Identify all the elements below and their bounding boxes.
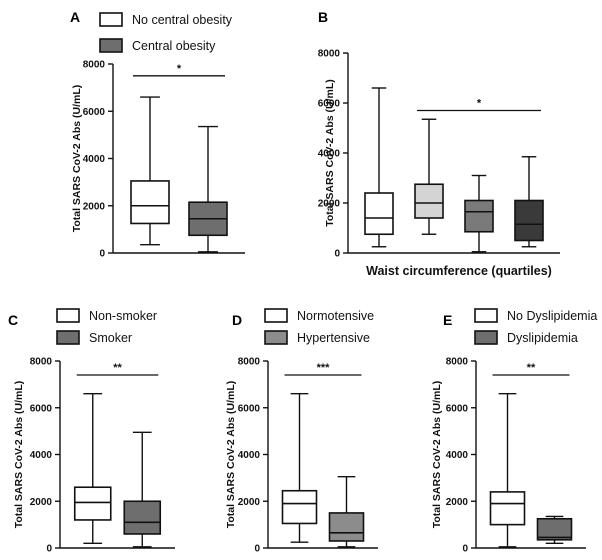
iqr-box	[73, 486, 112, 521]
panel-letter: C	[8, 312, 18, 328]
y-tick-label: 2000	[238, 497, 261, 508]
y-tick-label: 4000	[238, 450, 261, 461]
box-3	[464, 174, 494, 253]
y-tick-label: 8000	[238, 357, 261, 368]
legend-swatch	[474, 308, 498, 323]
iqr-box	[464, 199, 494, 233]
box-2	[536, 515, 573, 545]
box-1	[130, 96, 170, 246]
legend-label: No central obesity	[132, 13, 233, 27]
y-tick-label: 2000	[318, 199, 341, 210]
legend-label: Smoker	[89, 331, 132, 345]
box-2	[414, 118, 444, 235]
y-tick-label: 6000	[30, 403, 53, 414]
y-tick-label: 0	[462, 544, 468, 555]
significance-label: **	[527, 362, 536, 374]
y-axis-title: Total SARS CoV-2 Abs (U/mL)	[13, 381, 25, 529]
panel-letter: A	[70, 9, 80, 25]
y-tick-label: 2000	[30, 497, 53, 508]
box-2	[123, 431, 162, 548]
legend-swatch	[99, 12, 123, 27]
legend-swatch	[474, 330, 498, 345]
panel-d: D Normotensive Hypertensive 0 2000 4000 6000 80…	[225, 308, 378, 555]
panel-letter: D	[232, 312, 242, 328]
y-tick-label: 0	[99, 249, 105, 260]
y-tick-label: 6000	[238, 403, 261, 414]
panel-c: C Non-smoker Smoker 0 2000 4000 6000 8000 Total …	[8, 308, 175, 555]
box-1	[281, 393, 318, 543]
significance-label: *	[477, 98, 482, 110]
panel-letter: B	[318, 9, 328, 25]
y-tick-label: 4000	[446, 450, 469, 461]
iqr-box	[536, 517, 573, 541]
y-tick-label: 0	[46, 544, 52, 555]
legend-label: No Dyslipidemia	[507, 309, 597, 323]
legend-swatch	[56, 330, 80, 345]
y-tick-label: 6000	[83, 107, 106, 118]
iqr-box	[281, 489, 318, 525]
y-tick-label: 8000	[446, 357, 469, 368]
y-tick-label: 4000	[83, 154, 106, 165]
panel-e: E No Dyslipidemia Dyslipidemia 0 2000 4000 600…	[431, 308, 597, 555]
iqr-box	[130, 180, 170, 225]
panel-a: A No central obesity Central obesity 0 2000 4…	[70, 9, 245, 260]
y-tick-label: 2000	[446, 497, 469, 508]
iqr-box	[514, 199, 544, 242]
y-tick-label: 8000	[318, 49, 341, 60]
y-axis-title: Total SARS CoV-2 Abs (U/mL)	[324, 79, 336, 227]
legend-label: Hypertensive	[297, 331, 370, 345]
legend-label: Dyslipidemia	[507, 331, 578, 345]
significance-label: ***	[317, 362, 331, 374]
legend-swatch	[264, 330, 288, 345]
y-axis-title: Total SARS CoV-2 Abs (U/mL)	[431, 381, 443, 529]
y-tick-label: 2000	[83, 201, 106, 212]
significance-label: **	[113, 362, 122, 374]
box-1	[73, 393, 112, 545]
x-axis-title: Waist circumference (quartiles)	[366, 264, 552, 278]
legend-swatch	[99, 38, 123, 53]
legend-label: Normotensive	[297, 309, 374, 323]
iqr-box	[489, 491, 526, 526]
legend-swatch	[264, 308, 288, 323]
y-axis-title: Total SARS CoV-2 Abs (U/mL)	[225, 381, 237, 529]
y-tick-label: 8000	[83, 60, 106, 71]
significance-label: *	[177, 63, 182, 75]
box-4	[514, 156, 544, 248]
panel-letter: E	[443, 312, 452, 328]
legend-swatch	[56, 308, 80, 323]
box-2	[328, 476, 365, 548]
y-tick-label: 0	[254, 544, 260, 555]
y-tick-label: 0	[334, 249, 340, 260]
panel-b: B 0 2000 4000 6000 8000 Total SARS CoV-2 Abs (…	[318, 9, 560, 278]
y-tick-label: 8000	[30, 357, 53, 368]
iqr-box	[123, 500, 162, 535]
y-axis-title: Total SARS CoV-2 Abs (U/mL)	[71, 85, 83, 233]
box-1	[489, 393, 526, 548]
y-tick-label: 4000	[318, 149, 341, 160]
y-tick-label: 4000	[30, 450, 53, 461]
iqr-box	[364, 192, 394, 236]
legend-label: Central obesity	[132, 39, 216, 53]
legend-label: Non-smoker	[89, 309, 157, 323]
box-1	[364, 87, 394, 248]
iqr-box	[414, 183, 444, 219]
y-tick-label: 6000	[446, 403, 469, 414]
box-2	[188, 125, 228, 253]
y-tick-label: 6000	[318, 99, 341, 110]
iqr-box	[328, 512, 365, 542]
